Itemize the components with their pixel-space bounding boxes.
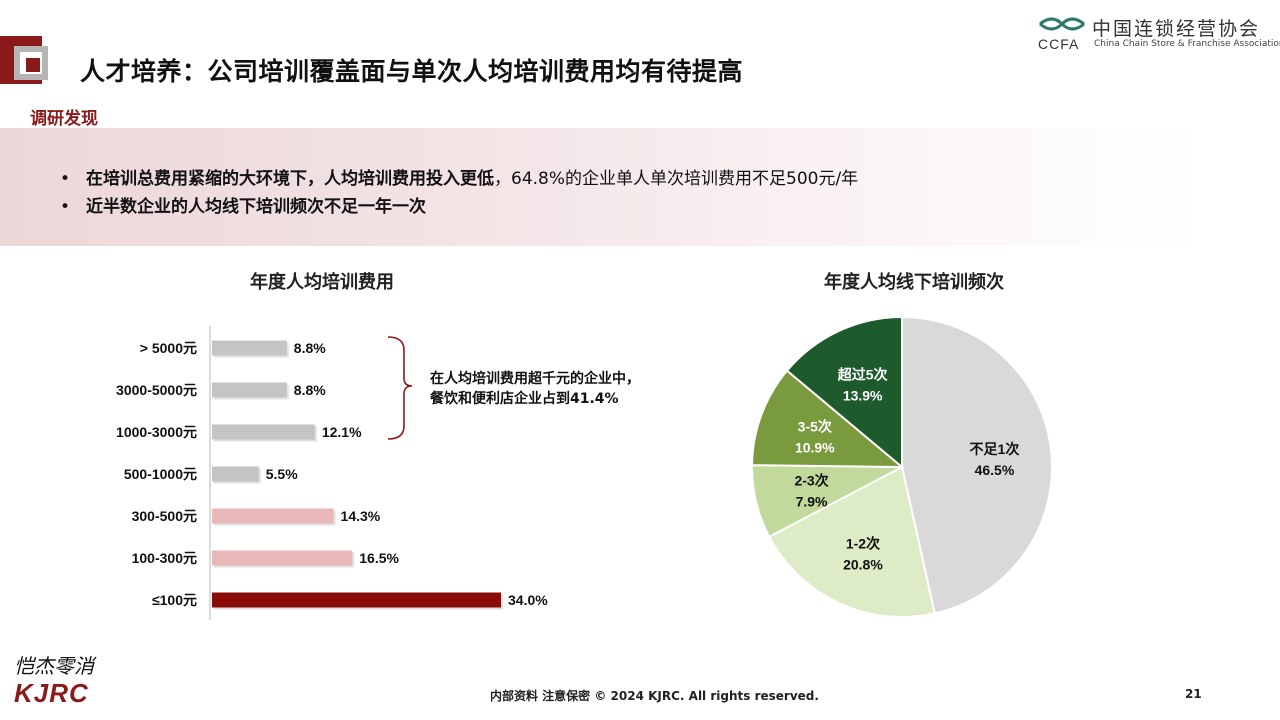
bar-category-label: 100-300元 [132, 550, 197, 566]
bar-category-label: 500-1000元 [124, 466, 197, 482]
bar-category-label: ≤100元 [152, 592, 197, 608]
bar-category-label: 1000-3000元 [116, 424, 197, 440]
annotation-line: 在人均培训费用超千元的企业中， [430, 371, 640, 387]
bar [212, 592, 501, 608]
pie-slice [785, 315, 903, 470]
finding-item: • 近半数企业的人均线下培训频次不足一年一次 [60, 192, 426, 217]
bullet: • [60, 169, 71, 189]
ccfa-logo: CCFA 中国连锁经营协会 China Chain Store & Franch… [1036, 14, 1280, 54]
bar-chart-title: 年度人均培训费用 [250, 272, 394, 293]
bar-value-label: 34.0% [508, 592, 548, 608]
annotation-line: 餐饮和便利店企业占到41.4% [430, 391, 619, 407]
bullet: • [60, 197, 71, 217]
pie-slice-label: 不足1次 [970, 441, 1020, 457]
pie-slice-label: 3-5次 [798, 419, 832, 435]
findings-band [0, 128, 1205, 246]
finding-bold: 近半数企业的人均线下培训频次不足一年一次 [86, 197, 426, 217]
kjrc-logo: 恺杰零消 KJRC [10, 650, 120, 710]
bar-value-label: 8.8% [294, 340, 326, 356]
bar-value-label: 5.5% [266, 466, 298, 482]
pie-slice [750, 369, 905, 469]
bar [212, 424, 315, 440]
ccfa-logo-en: China Chain Store & Franchise Associatio… [1094, 39, 1280, 49]
footer-copyright: 内部资料 注意保密 © 2024 KJRC. All rights reserv… [490, 689, 819, 703]
pie-series: 不足1次 46.5% 1-2次 20.8% 2-3次 7.9% 3-5次 10.9% 超过5次 1… [750, 315, 1053, 618]
pie-slice-value: 13.9% [843, 388, 883, 404]
pie-slice-value: 46.5% [975, 462, 1015, 478]
bar [212, 508, 334, 524]
pie-chart-title: 年度人均线下培训频次 [824, 272, 1004, 293]
bar-category-label: 300-500元 [132, 508, 197, 524]
bar-series: > 5000元 8.8% 3000-5000元 8.8% 1000-3000元 12.1%… [116, 340, 548, 610]
ccfa-logo-icon [1039, 17, 1085, 31]
finding-item: • 在培训总费用紧缩的大环境下，人均培训费用投入更低，64.8%的企业单人单次培训… [60, 164, 858, 189]
kjrc-logo-cn: 恺杰零消 [14, 654, 94, 678]
pie-slice-label: 2-3次 [794, 473, 828, 489]
bar-value-label: 14.3% [341, 508, 381, 524]
section-label: 调研发现 [30, 109, 98, 129]
finding-rest: ，64.8%的企业单人单次培训费用不足500元/年 [494, 169, 859, 189]
finding-bold: 在培训总费用紧缩的大环境下，人均培训费用投入更低 [86, 169, 494, 189]
bar-value-label: 16.5% [359, 550, 399, 566]
bar [212, 340, 287, 356]
bar-value-label: 12.1% [322, 424, 362, 440]
bar-annotation: 在人均培训费用超千元的企业中， 餐饮和便利店企业占到41.4% [430, 369, 640, 409]
kjrc-logo-en: KJRC [14, 678, 89, 708]
bar-value-label: 8.8% [294, 382, 326, 398]
annotation-bracket [387, 336, 413, 440]
pie-slice-value: 7.9% [796, 494, 828, 510]
pie-slice-value: 20.8% [843, 556, 883, 572]
pie-slice [901, 315, 1053, 615]
bar [212, 382, 287, 398]
pie-slice-label: 超过5次 [837, 367, 888, 383]
pie-slice-value: 10.9% [795, 440, 835, 456]
title-decoration-dot [26, 58, 40, 72]
page-number: 21 [1185, 687, 1202, 701]
bar [212, 466, 259, 482]
bar-category-label: > 5000元 [140, 340, 197, 356]
bar-category-label: 3000-5000元 [116, 382, 197, 398]
pie-slice [767, 465, 936, 618]
page-title: 人才培养：公司培训覆盖面与单次人均培训费用均有待提高 [80, 57, 744, 86]
ccfa-logo-abbr: CCFA [1038, 36, 1080, 52]
ccfa-logo-cn: 中国连锁经营协会 [1092, 18, 1261, 40]
bar [212, 550, 353, 566]
pie-slice-label: 1-2次 [846, 535, 880, 551]
